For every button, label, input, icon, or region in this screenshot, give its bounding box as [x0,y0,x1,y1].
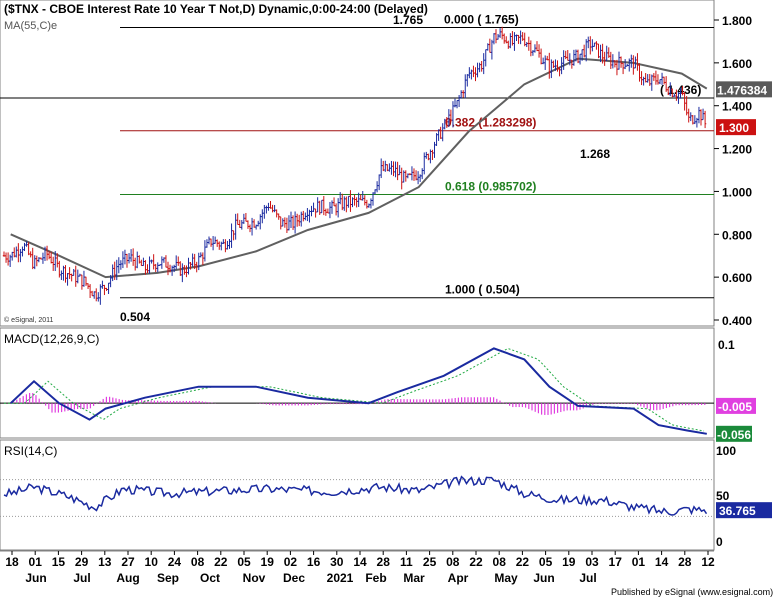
time-month-label: Feb [365,571,386,585]
fib-label: 1.000 ( 0.504) [445,283,520,297]
time-tick-label: 22 [469,555,483,569]
y-tick-label: 1.400 [722,100,752,114]
time-month-label: Jun [25,571,46,585]
rsi-tick-100: 100 [716,444,736,458]
main-panel: ($TNX - CBOE Interest Rate 10 Year T Not… [0,0,715,327]
time-tick-label: 02 [284,555,298,569]
high-label: 1.765 [393,13,423,27]
time-tick-label: 15 [52,555,66,569]
time-tick-label: 01 [632,555,646,569]
macd-lines: -0.005 -0.056 [0,347,756,442]
time-month-label: Apr [448,571,469,585]
time-tick-label: 05 [237,555,251,569]
time-axis: 18 01 15 29 13 27 10 24 08 22 05 19 02 16 30 14 28 11 25 08… [0,550,715,585]
time-tick-label: 28 [377,555,391,569]
time-month-label: Sep [157,571,179,585]
time-month-label: Oct [200,571,220,585]
time-month-label: Jul [73,571,90,585]
time-tick-label: 05 [539,555,553,569]
rsi-tick-0: 0 [716,535,723,549]
rsi-value: 36.765 [719,504,756,518]
rsi-panel: RSI(14,C) 100 50 0 36.765 [0,439,772,551]
last-price-box [716,81,772,98]
time-month-label: 2021 [327,571,354,585]
y-tick-label: 1.600 [722,57,752,71]
y-tick-label: 1.200 [722,143,752,157]
time-tick-label: 03 [585,555,599,569]
time-tick-label: 27 [121,555,135,569]
rsi-label: RSI(14,C) [4,444,57,458]
time-month-label: Nov [243,571,266,585]
last-price-value: 1.476384 [717,83,767,97]
time-tick-label: 29 [75,555,89,569]
time-tick-label: 24 [168,555,182,569]
macd-tick: 0.1 [718,338,735,352]
macd-value-box [716,425,752,442]
rsi-line [3,475,708,516]
y-tick-label: 0.800 [722,228,752,242]
footer: Published by eSignal (www.esignal.com) [611,587,773,597]
time-tick-label: 08 [493,555,507,569]
level-box [716,119,756,136]
fib-label: 0.000 ( 1.765) [444,13,519,27]
time-tick-label: 13 [98,555,112,569]
rsi-lines: 36.765 [0,475,772,519]
time-tick-label: 14 [655,555,669,569]
macd-label: MACD(12,26,9,C) [4,332,99,346]
time-month-label: Dec [283,571,305,585]
chart-title: ($TNX - CBOE Interest Rate 10 Year T Not… [4,2,428,16]
time-month-label: Aug [116,571,139,585]
time-tick-label: 08 [446,555,460,569]
time-month-label: May [494,571,518,585]
ma-label: MA(55,C)e [4,20,57,32]
macd-signal-line [4,347,705,432]
macd-signal-box [716,397,756,414]
time-month-label: Mar [403,571,425,585]
fib-label: 0.382 (1.283298) [445,116,536,130]
y-tick-label: 0.400 [722,314,752,328]
y-tick-label: 1.800 [722,14,752,28]
time-tick-label: 14 [353,555,367,569]
time-tick-label: 30 [330,555,344,569]
time-tick-label: 22 [516,555,530,569]
time-month-label: Jul [579,571,596,585]
time-tick-label: 11 [400,555,413,569]
time-tick-label: 25 [423,555,437,569]
time-tick-label: 22 [214,555,228,569]
low-label: 0.504 [120,310,150,324]
macd-value: -0.056 [717,428,751,442]
time-tick-label: 28 [678,555,692,569]
time-tick-label: 01 [29,555,43,569]
time-tick-label: 10 [145,555,159,569]
recent-low-label: 1.268 [580,147,610,161]
time-tick-label: 17 [609,555,623,569]
rsi-value-box [716,502,772,519]
watermark: © eSignal, 2011 [4,316,54,324]
y-tick-label: 1.000 [722,185,752,199]
time-tick-label: 08 [191,555,205,569]
level-value: 1.300 [719,121,749,135]
time-tick-label: 18 [5,555,19,569]
time-month-label: Jun [533,571,554,585]
time-tick-label: 19 [562,555,576,569]
price-axis: 1.800 1.600 1.400 1.200 1.000 0.800 0.600 0.400… [714,14,772,328]
fib-levels: 0.000 ( 1.765)( 1.436)0.382 (1.283298)0.… [0,13,714,299]
fib-label: 0.618 (0.985702) [445,179,536,193]
rsi-tick-50: 50 [716,489,730,503]
time-tick-label: 19 [261,555,275,569]
price-bars [2,26,707,305]
macd-line [10,347,707,435]
time-tick-label: 16 [307,555,321,569]
y-tick-label: 0.600 [722,271,752,285]
time-tick-label: 12 [701,555,715,569]
macd-panel: MACD(12,26,9,C) 0.1 -0.005 -0.056 [0,327,756,442]
macd-signal-value: -0.005 [718,400,752,414]
